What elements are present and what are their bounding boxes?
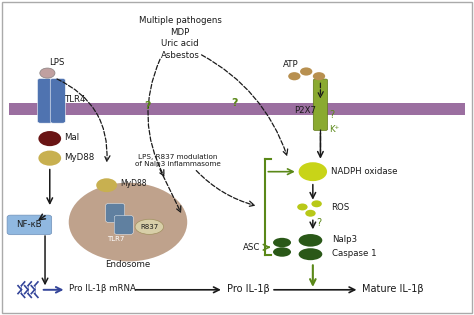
FancyBboxPatch shape <box>313 79 328 130</box>
Ellipse shape <box>273 238 291 247</box>
Circle shape <box>288 72 301 80</box>
Circle shape <box>313 72 325 80</box>
Circle shape <box>96 178 117 192</box>
Text: K⁺: K⁺ <box>329 125 340 134</box>
Ellipse shape <box>299 248 322 260</box>
FancyBboxPatch shape <box>37 78 53 123</box>
Text: ?: ? <box>317 218 322 228</box>
Circle shape <box>297 203 308 210</box>
Text: R837: R837 <box>140 224 158 230</box>
Text: TLR4: TLR4 <box>65 95 86 104</box>
Text: Endosome: Endosome <box>105 260 151 269</box>
Circle shape <box>305 210 316 217</box>
FancyBboxPatch shape <box>114 215 133 234</box>
Circle shape <box>38 151 61 166</box>
FancyBboxPatch shape <box>9 103 465 115</box>
Circle shape <box>299 162 327 181</box>
Text: Caspase 1: Caspase 1 <box>332 249 376 258</box>
Text: TLR7: TLR7 <box>108 236 125 242</box>
Circle shape <box>69 183 187 261</box>
Ellipse shape <box>299 234 322 247</box>
Text: NF-κB: NF-κB <box>17 220 42 229</box>
Text: P2X7: P2X7 <box>294 106 316 115</box>
Text: LPS: LPS <box>49 58 64 67</box>
Text: Nalp3: Nalp3 <box>332 235 357 244</box>
Text: Mature IL-1β: Mature IL-1β <box>362 284 423 294</box>
Text: ?: ? <box>231 98 238 107</box>
Text: ASC: ASC <box>243 243 261 252</box>
Text: Pro IL-1β mRNA: Pro IL-1β mRNA <box>69 284 136 293</box>
Text: ATP: ATP <box>283 60 299 69</box>
Text: ROS: ROS <box>331 203 349 212</box>
Circle shape <box>38 131 61 146</box>
Ellipse shape <box>135 219 164 234</box>
Circle shape <box>300 67 312 76</box>
Text: Mal: Mal <box>64 134 79 142</box>
Ellipse shape <box>273 247 291 257</box>
Text: MyD88: MyD88 <box>120 179 146 188</box>
Text: Pro IL-1β: Pro IL-1β <box>227 284 269 294</box>
FancyBboxPatch shape <box>106 203 125 222</box>
FancyBboxPatch shape <box>7 215 52 235</box>
Text: LPS, R837 modulation
of Nalp3 inflammasome: LPS, R837 modulation of Nalp3 inflammaso… <box>135 154 221 167</box>
Circle shape <box>40 68 55 78</box>
Text: Multiple pathogens
MDP
Uric acid
Asbestos: Multiple pathogens MDP Uric acid Asbesto… <box>139 16 221 60</box>
Text: ?: ? <box>329 110 335 120</box>
Circle shape <box>311 200 322 207</box>
FancyBboxPatch shape <box>50 78 65 123</box>
Text: ?: ? <box>145 101 151 111</box>
Text: NADPH oxidase: NADPH oxidase <box>331 167 397 176</box>
Text: MyD88: MyD88 <box>64 153 94 162</box>
